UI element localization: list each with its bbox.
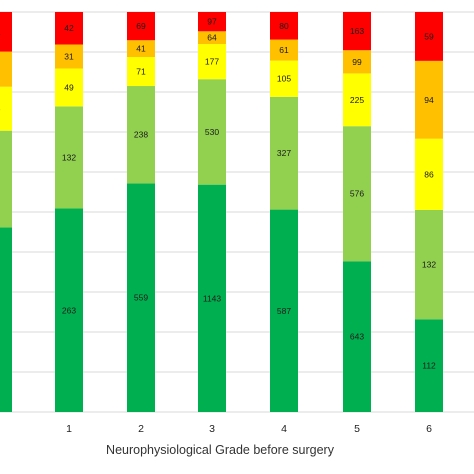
- x-axis-title: Neurophysiological Grade before surgery: [106, 443, 335, 457]
- data-label: 587: [277, 306, 291, 316]
- data-label: 59: [424, 31, 434, 41]
- bar-segment: [270, 96, 298, 210]
- bar-segment: [0, 227, 12, 412]
- data-label: 4: [0, 104, 1, 114]
- bar-segment: [198, 79, 226, 185]
- data-label: 559: [134, 293, 148, 303]
- data-label: 177: [205, 57, 219, 67]
- bar-segment: [55, 44, 83, 69]
- bar-segment: [127, 86, 155, 184]
- bar-segment: [270, 60, 298, 97]
- bar-segment: [55, 106, 83, 209]
- bar-segment: [55, 12, 83, 45]
- data-label: 61: [279, 45, 289, 55]
- bar-segment: [415, 319, 443, 412]
- x-tick-label: 5: [354, 423, 360, 435]
- x-tick-label: 4: [281, 423, 287, 435]
- bar-segment: [127, 12, 155, 41]
- bar-segment: [198, 31, 226, 45]
- bars: [0, 12, 443, 412]
- data-label: 2: [0, 64, 1, 74]
- bar-segment: [198, 44, 226, 80]
- bar-segment: [270, 39, 298, 61]
- data-label: 71: [136, 67, 146, 77]
- data-label: 86: [424, 169, 434, 179]
- bar-segment: [415, 60, 443, 139]
- data-label: 69: [136, 21, 146, 31]
- bar-segment: [0, 86, 12, 131]
- bar-segment: [198, 184, 226, 412]
- data-label: 643: [350, 332, 364, 342]
- data-label: 105: [277, 74, 291, 84]
- bar-segment: [127, 183, 155, 412]
- data-label: 8: [0, 315, 1, 325]
- data-label: 132: [62, 152, 76, 162]
- bar-segment: [127, 56, 155, 87]
- data-label: 163: [350, 26, 364, 36]
- bar-segment: [0, 12, 12, 52]
- bar-segment: [198, 12, 226, 32]
- data-label: 99: [352, 57, 362, 67]
- bar-segment: [127, 40, 155, 57]
- data-label: 42: [64, 23, 74, 33]
- data-label: 327: [277, 148, 291, 158]
- data-label: 97: [207, 17, 217, 27]
- x-tick-label: 2: [138, 423, 144, 435]
- bar-segment: [55, 68, 83, 107]
- data-label: 225: [350, 95, 364, 105]
- bar-segment: [0, 51, 12, 87]
- bar-segment: [343, 261, 371, 412]
- data-label: 41: [136, 44, 146, 54]
- data-label: 1143: [203, 293, 222, 303]
- x-tick-labels: 1 2 3 4 5 6: [66, 423, 432, 435]
- x-tick-label: 1: [66, 423, 72, 435]
- data-label: 112: [422, 361, 436, 371]
- bar-segment: [343, 73, 371, 127]
- bar-segment: [415, 12, 443, 61]
- data-label: 94: [424, 95, 434, 105]
- data-label: 49: [64, 82, 74, 92]
- bar-segment: [55, 208, 83, 412]
- data-label: 576: [350, 189, 364, 199]
- data-label: 132: [422, 260, 436, 270]
- bar-segment: [415, 209, 443, 320]
- segment-labels: 842a263132493142559238714169114353017764…: [0, 17, 436, 371]
- data-label: 530: [205, 127, 219, 137]
- bar-segment: [343, 126, 371, 262]
- data-label: 31: [64, 51, 74, 61]
- data-label: 238: [134, 130, 148, 140]
- data-label: 263: [62, 305, 76, 315]
- data-label: a: [0, 27, 1, 37]
- bar-segment: [270, 12, 298, 40]
- bar-segment: [0, 130, 12, 228]
- x-tick-label: 6: [426, 423, 432, 435]
- data-label: 80: [279, 21, 289, 31]
- bar-segment: [343, 50, 371, 74]
- data-label: 64: [207, 33, 217, 43]
- bar-segment: [415, 138, 443, 210]
- x-tick-label: 3: [209, 423, 215, 435]
- bar-segment: [270, 209, 298, 412]
- bar-segment: [343, 12, 371, 51]
